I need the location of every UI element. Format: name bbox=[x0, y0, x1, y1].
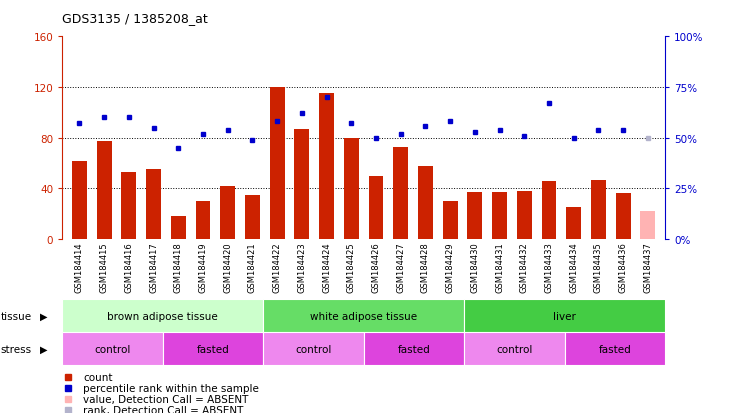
Bar bbox=[492, 193, 507, 240]
Text: GSM184433: GSM184433 bbox=[545, 241, 553, 292]
Text: GSM184421: GSM184421 bbox=[248, 241, 257, 292]
Text: GSM184414: GSM184414 bbox=[75, 241, 84, 292]
Text: GDS3135 / 1385208_at: GDS3135 / 1385208_at bbox=[62, 12, 208, 25]
Text: GSM184430: GSM184430 bbox=[470, 241, 480, 292]
Bar bbox=[567, 208, 581, 240]
Bar bbox=[542, 181, 556, 240]
Text: value, Detection Call = ABSENT: value, Detection Call = ABSENT bbox=[83, 394, 249, 404]
Bar bbox=[368, 176, 384, 240]
Text: GSM184429: GSM184429 bbox=[446, 241, 455, 292]
Text: GSM184427: GSM184427 bbox=[396, 241, 405, 292]
Text: GSM184435: GSM184435 bbox=[594, 241, 603, 292]
Text: stress: stress bbox=[1, 344, 32, 354]
Bar bbox=[295, 130, 309, 240]
Text: control: control bbox=[94, 344, 131, 354]
Bar bbox=[344, 138, 359, 240]
Text: GSM184436: GSM184436 bbox=[618, 241, 628, 292]
Text: ▶: ▶ bbox=[40, 311, 48, 321]
Bar bbox=[270, 88, 284, 240]
Text: fasted: fasted bbox=[197, 344, 230, 354]
Bar bbox=[62, 332, 162, 366]
Bar bbox=[517, 192, 531, 240]
Bar bbox=[220, 186, 235, 240]
Text: GSM184434: GSM184434 bbox=[569, 241, 578, 292]
Text: GSM184418: GSM184418 bbox=[174, 241, 183, 292]
Text: GSM184437: GSM184437 bbox=[643, 241, 652, 292]
Bar bbox=[245, 195, 260, 240]
Bar bbox=[464, 299, 665, 332]
Text: liver: liver bbox=[553, 311, 576, 321]
Bar bbox=[591, 180, 606, 240]
Text: GSM184420: GSM184420 bbox=[223, 241, 232, 292]
Text: GSM184431: GSM184431 bbox=[495, 241, 504, 292]
Text: control: control bbox=[295, 344, 332, 354]
Bar bbox=[96, 142, 112, 240]
Bar bbox=[464, 332, 564, 366]
Text: GSM184423: GSM184423 bbox=[298, 241, 306, 292]
Text: GSM184415: GSM184415 bbox=[99, 241, 109, 292]
Text: GSM184424: GSM184424 bbox=[322, 241, 331, 292]
Bar bbox=[263, 299, 464, 332]
Text: fasted: fasted bbox=[398, 344, 431, 354]
Text: rank, Detection Call = ABSENT: rank, Detection Call = ABSENT bbox=[83, 405, 243, 413]
Text: GSM184416: GSM184416 bbox=[124, 241, 133, 292]
Text: ▶: ▶ bbox=[40, 344, 48, 354]
Text: percentile rank within the sample: percentile rank within the sample bbox=[83, 383, 259, 393]
Bar bbox=[564, 332, 665, 366]
Bar bbox=[364, 332, 464, 366]
Text: tissue: tissue bbox=[1, 311, 32, 321]
Text: brown adipose tissue: brown adipose tissue bbox=[107, 311, 218, 321]
Bar bbox=[319, 94, 334, 240]
Bar bbox=[196, 202, 211, 240]
Text: GSM184426: GSM184426 bbox=[371, 241, 381, 292]
Bar bbox=[443, 202, 458, 240]
Bar bbox=[640, 212, 655, 240]
Text: GSM184419: GSM184419 bbox=[199, 241, 208, 292]
Bar bbox=[72, 161, 87, 240]
Bar bbox=[263, 332, 364, 366]
Text: GSM184432: GSM184432 bbox=[520, 241, 529, 292]
Bar bbox=[468, 193, 482, 240]
Text: fasted: fasted bbox=[599, 344, 632, 354]
Text: GSM184428: GSM184428 bbox=[421, 241, 430, 292]
Bar bbox=[146, 170, 161, 240]
Bar bbox=[162, 332, 263, 366]
Bar bbox=[393, 147, 408, 240]
Text: count: count bbox=[83, 373, 113, 382]
Text: GSM184417: GSM184417 bbox=[149, 241, 158, 292]
Bar bbox=[121, 173, 136, 240]
Bar bbox=[62, 299, 263, 332]
Bar bbox=[418, 166, 433, 240]
Text: white adipose tissue: white adipose tissue bbox=[310, 311, 417, 321]
Bar bbox=[171, 217, 186, 240]
Text: GSM184425: GSM184425 bbox=[346, 241, 356, 292]
Text: GSM184422: GSM184422 bbox=[273, 241, 281, 292]
Text: control: control bbox=[496, 344, 533, 354]
Bar bbox=[616, 194, 631, 240]
